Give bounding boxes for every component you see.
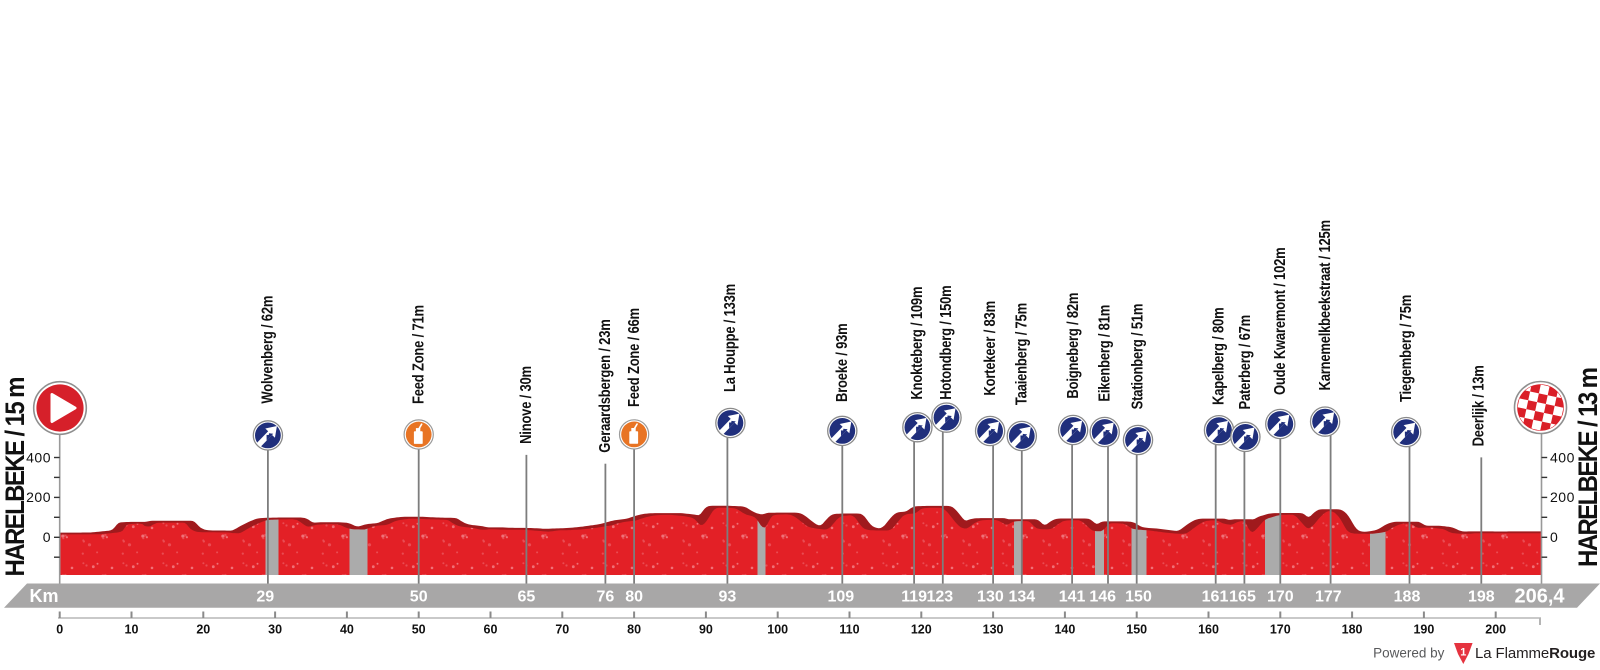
svg-text:29: 29 <box>256 589 274 606</box>
svg-text:119: 119 <box>901 589 927 606</box>
svg-text:Feed Zone / 71m: Feed Zone / 71m <box>410 305 427 404</box>
svg-text:1: 1 <box>1460 647 1466 659</box>
svg-text:76: 76 <box>597 589 615 606</box>
svg-text:120: 120 <box>911 623 932 637</box>
svg-text:Kapelberg / 80m: Kapelberg / 80m <box>1211 308 1228 405</box>
svg-text:90: 90 <box>699 623 713 637</box>
svg-text:123: 123 <box>926 589 953 606</box>
svg-text:200: 200 <box>1485 623 1506 637</box>
svg-text:93: 93 <box>719 589 737 606</box>
svg-text:10: 10 <box>125 623 139 637</box>
svg-text:Geraardsbergen / 23m: Geraardsbergen / 23m <box>597 319 614 452</box>
svg-text:40: 40 <box>340 623 354 637</box>
svg-text:0: 0 <box>43 529 51 545</box>
svg-text:134: 134 <box>1008 589 1035 606</box>
svg-text:Paterberg / 67m: Paterberg / 67m <box>1237 315 1254 410</box>
svg-text:200: 200 <box>26 489 51 505</box>
svg-text:Karnemelkbeekstraat / 125m: Karnemelkbeekstraat / 125m <box>1317 220 1334 390</box>
svg-text:165: 165 <box>1229 589 1256 606</box>
svg-text:161: 161 <box>1202 589 1229 606</box>
svg-text:La FlammeRouge: La FlammeRouge <box>1475 645 1595 662</box>
svg-text:Stationberg / 51m: Stationberg / 51m <box>1130 304 1147 410</box>
svg-text:70: 70 <box>555 623 569 637</box>
svg-text:180: 180 <box>1342 623 1363 637</box>
svg-text:Kortekeer / 83m: Kortekeer / 83m <box>982 301 999 396</box>
svg-text:Km: Km <box>29 586 58 606</box>
svg-text:0: 0 <box>1550 529 1558 545</box>
svg-text:188: 188 <box>1394 589 1421 606</box>
svg-text:50: 50 <box>412 623 426 637</box>
svg-text:Powered by: Powered by <box>1373 646 1445 661</box>
svg-text:400: 400 <box>1550 449 1575 465</box>
svg-text:La Houppe / 133m: La Houppe / 133m <box>722 284 739 392</box>
svg-text:150: 150 <box>1126 623 1147 637</box>
svg-text:170: 170 <box>1267 589 1294 606</box>
svg-text:65: 65 <box>518 589 536 606</box>
svg-text:Broeke / 93m: Broeke / 93m <box>834 323 851 402</box>
svg-text:160: 160 <box>1198 623 1219 637</box>
svg-text:80: 80 <box>625 589 643 606</box>
svg-text:0: 0 <box>56 623 63 637</box>
svg-text:100: 100 <box>767 623 788 637</box>
svg-text:Boigneberg / 82m: Boigneberg / 82m <box>1065 293 1082 399</box>
svg-text:30: 30 <box>268 623 282 637</box>
svg-text:150: 150 <box>1125 589 1152 606</box>
svg-text:Wolvenberg / 62m: Wolvenberg / 62m <box>259 296 276 404</box>
svg-text:177: 177 <box>1315 589 1342 606</box>
svg-text:146: 146 <box>1089 589 1116 606</box>
svg-text:Hotondberg / 150m: Hotondberg / 150m <box>938 285 955 399</box>
svg-text:400: 400 <box>26 449 51 465</box>
svg-text:110: 110 <box>839 623 859 637</box>
svg-text:141: 141 <box>1059 589 1086 606</box>
svg-text:Taaienberg / 75m: Taaienberg / 75m <box>1013 303 1030 405</box>
svg-text:Tiegemberg / 75m: Tiegemberg / 75m <box>1398 295 1415 402</box>
svg-text:Deerlijk / 13m: Deerlijk / 13m <box>1470 365 1487 446</box>
svg-text:60: 60 <box>484 623 498 637</box>
svg-text:130: 130 <box>977 589 1004 606</box>
svg-text:109: 109 <box>827 589 854 606</box>
svg-text:20: 20 <box>196 623 210 637</box>
svg-text:140: 140 <box>1054 623 1075 637</box>
svg-text:130: 130 <box>983 623 1004 637</box>
svg-text:Knokteberg / 109m: Knokteberg / 109m <box>909 287 926 400</box>
svg-text:190: 190 <box>1413 623 1434 637</box>
svg-text:Oude Kwaremont / 102m: Oude Kwaremont / 102m <box>1272 247 1289 395</box>
svg-text:170: 170 <box>1270 623 1291 637</box>
svg-text:50: 50 <box>410 589 428 606</box>
svg-text:206,4: 206,4 <box>1514 585 1565 607</box>
svg-text:198: 198 <box>1468 589 1495 606</box>
svg-text:Eikenberg / 81m: Eikenberg / 81m <box>1096 305 1113 402</box>
svg-text:Feed Zone / 66m: Feed Zone / 66m <box>626 308 643 407</box>
svg-text:HARELBEKE / 15 m: HARELBEKE / 15 m <box>1 378 30 577</box>
svg-text:200: 200 <box>1550 489 1575 505</box>
svg-text:HARELBEKE / 13 m: HARELBEKE / 13 m <box>1574 368 1600 567</box>
svg-text:80: 80 <box>627 623 641 637</box>
svg-text:Ninove / 30m: Ninove / 30m <box>518 366 535 444</box>
